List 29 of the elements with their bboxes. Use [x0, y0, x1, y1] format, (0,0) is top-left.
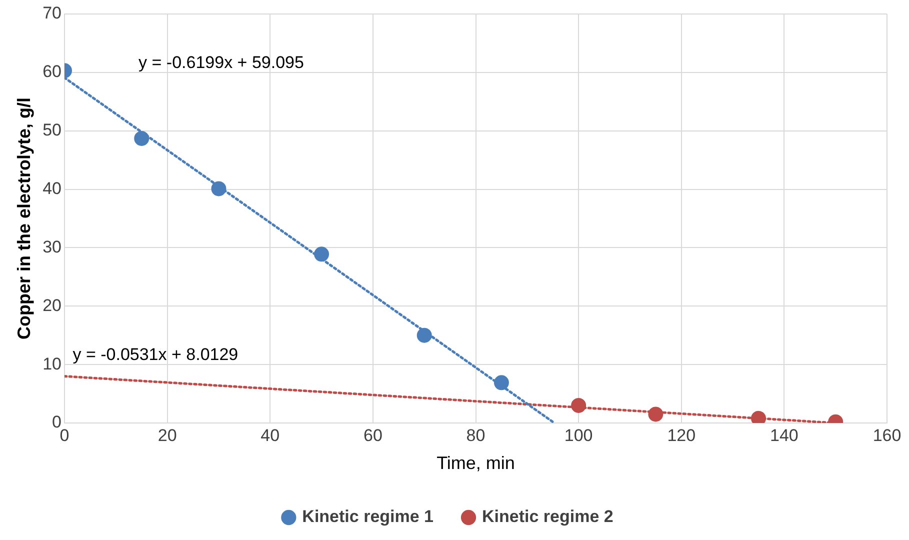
- annotation: y = -0.0531x + 8.0129: [72, 345, 238, 364]
- x-axis-title: Time, min: [436, 453, 515, 474]
- y-tick-label: 70: [42, 4, 62, 23]
- legend-label: Kinetic regime 2: [482, 507, 614, 526]
- x-tick-label: 140: [770, 426, 798, 445]
- x-tick-label: 40: [260, 426, 280, 445]
- y-tick-label: 20: [42, 296, 62, 315]
- point: [648, 406, 664, 422]
- x-tick-label: 120: [667, 426, 696, 445]
- x-tick-label: 160: [872, 426, 902, 445]
- y-tick-label: 60: [42, 62, 62, 82]
- y-tick-label: 10: [42, 354, 62, 374]
- legend-label: Kinetic regime 1: [302, 507, 434, 526]
- x-tick-label: 20: [158, 426, 177, 445]
- y-tick-label: 0: [52, 412, 62, 432]
- point: [134, 130, 150, 146]
- x-tick-label: 60: [363, 426, 382, 445]
- y-axis-title: Copper in the electrolyte, g/l: [14, 97, 34, 340]
- annotation: y = -0.6199x + 59.095: [138, 52, 304, 72]
- point: [416, 328, 432, 343]
- point: [211, 181, 226, 196]
- point: [571, 398, 586, 413]
- y-tick-label: 50: [42, 120, 62, 140]
- point: [494, 375, 509, 390]
- y-tick-label: 40: [42, 178, 62, 198]
- y-tick-label: 30: [42, 237, 62, 256]
- x-tick-label: 80: [466, 426, 486, 445]
- point: [314, 246, 330, 262]
- x-tick-label: 100: [564, 426, 593, 445]
